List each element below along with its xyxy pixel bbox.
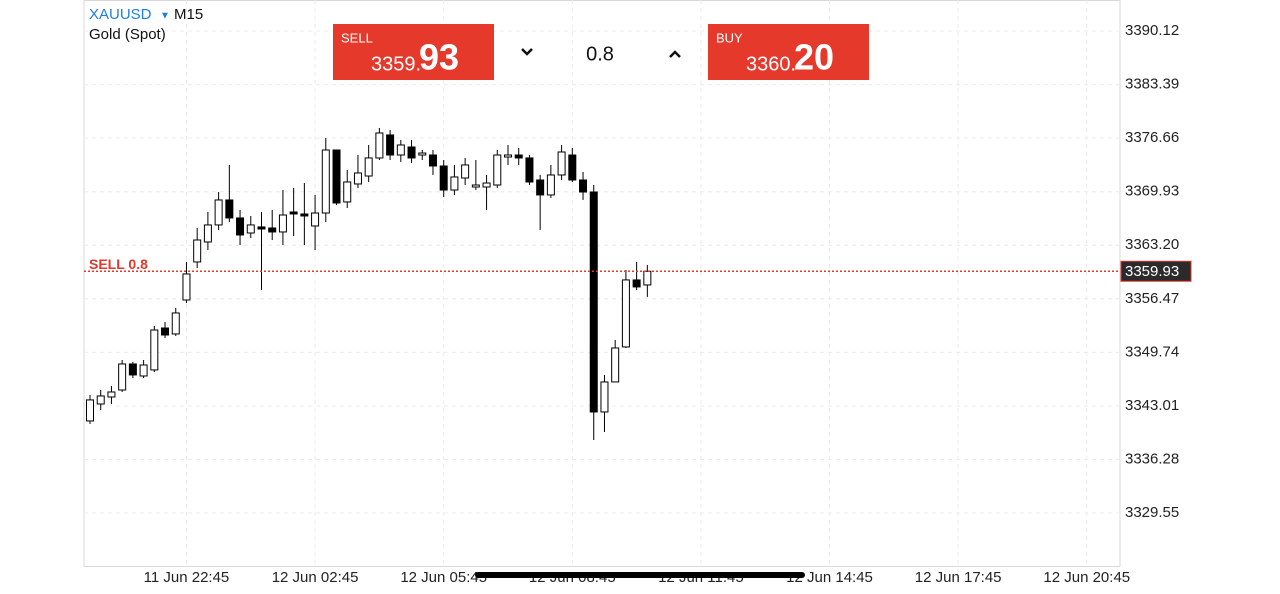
candle-body <box>257 226 266 230</box>
candle-body <box>246 224 255 234</box>
candle-body <box>203 224 212 243</box>
symbol[interactable]: XAUUSD <box>89 6 152 23</box>
current-price-box <box>1120 260 1192 282</box>
candle-body <box>289 211 298 215</box>
candle-body <box>471 184 480 188</box>
volume[interactable]: 0.8 <box>586 43 614 65</box>
candle-body <box>579 179 588 193</box>
x-tick-label: 12 Jun 05:45 <box>400 569 487 586</box>
sell-label: SELL <box>341 30 373 45</box>
candle-body <box>321 149 330 214</box>
y-tick-label: 3356.47 <box>1125 290 1179 307</box>
buy-button[interactable] <box>708 24 869 80</box>
candle-body <box>96 395 105 405</box>
candle-body <box>536 179 545 196</box>
candle-body <box>128 363 137 376</box>
candle-body <box>418 152 427 156</box>
candle-body <box>504 154 513 158</box>
symbol-caret[interactable]: ▼ <box>160 11 170 22</box>
candle-body <box>611 347 620 383</box>
candle-body <box>161 327 170 336</box>
candle-body <box>353 172 362 185</box>
buy-price-pips: 20 <box>794 37 834 78</box>
x-tick-label: 12 Jun 14:45 <box>786 569 873 586</box>
candle-body <box>407 146 416 159</box>
candle-body <box>343 181 352 203</box>
candle-body <box>375 132 384 159</box>
candle-body <box>557 151 566 176</box>
y-tick-label: 3329.55 <box>1125 504 1179 521</box>
candle-body <box>193 239 202 263</box>
plot-frame <box>83 0 1121 567</box>
sell-price-pips: 93 <box>419 37 459 78</box>
y-tick-label: 3336.28 <box>1125 450 1179 467</box>
candle-body <box>589 191 598 413</box>
buy-label: BUY <box>716 30 743 45</box>
candle-body <box>461 164 470 179</box>
candle-body <box>632 279 641 288</box>
candle-body <box>107 391 116 398</box>
candle-body <box>439 165 448 191</box>
candle-body <box>332 149 341 204</box>
x-tick-label: 12 Jun 17:45 <box>915 569 1002 586</box>
x-tick-label: 12 Jun 02:45 <box>272 569 359 586</box>
y-tick-label: 3376.66 <box>1125 129 1179 146</box>
candle-body <box>568 154 577 181</box>
candle-body <box>525 157 534 183</box>
candle-body <box>86 399 95 422</box>
y-tick-label: 3363.20 <box>1125 236 1179 253</box>
candle-body <box>300 213 309 217</box>
home-indicator <box>475 572 805 578</box>
candle-body <box>600 381 609 413</box>
candle-body <box>428 154 437 167</box>
candle-body <box>450 176 459 191</box>
timeframe[interactable]: M15 <box>174 6 203 23</box>
x-tick-label: 11 Jun 22:45 <box>144 569 230 586</box>
candle-body <box>514 154 523 159</box>
candle-body <box>139 364 148 377</box>
candle-body <box>396 144 405 156</box>
symbol-description: Gold (Spot) <box>89 26 166 43</box>
candle-body <box>236 217 245 236</box>
sell-price-main: 3359. <box>371 53 421 75</box>
candle-body <box>150 329 159 371</box>
candle-body <box>268 227 277 233</box>
candle-body <box>621 279 630 348</box>
candle-body <box>118 363 127 391</box>
y-tick-label: 3383.39 <box>1125 76 1179 93</box>
candle-body <box>214 199 223 226</box>
buy-price-main: 3360. <box>746 53 796 75</box>
candle-body <box>546 174 555 196</box>
candle-body <box>225 199 234 219</box>
current-price-label: 3359.93 <box>1125 263 1179 280</box>
x-tick-label: 12 Jun 20:45 <box>1043 569 1130 586</box>
sell-button[interactable] <box>333 24 494 80</box>
y-tick-label: 3369.93 <box>1125 183 1179 200</box>
volume-increase[interactable] <box>669 50 681 58</box>
y-tick-label: 3390.12 <box>1125 22 1179 39</box>
candle-body <box>643 270 652 286</box>
candle-body <box>278 214 287 233</box>
candle-body <box>182 273 191 301</box>
price-line-label: SELL 0.8 <box>89 256 148 272</box>
candle-body <box>171 312 180 335</box>
candle-body <box>364 157 373 177</box>
candle-body <box>311 212 320 227</box>
y-tick-label: 3349.74 <box>1125 343 1179 360</box>
candle-body <box>482 182 491 188</box>
candle-body <box>386 134 395 156</box>
y-tick-label: 3343.01 <box>1125 397 1179 414</box>
candle-body <box>493 154 502 186</box>
volume-decrease[interactable] <box>521 48 533 56</box>
